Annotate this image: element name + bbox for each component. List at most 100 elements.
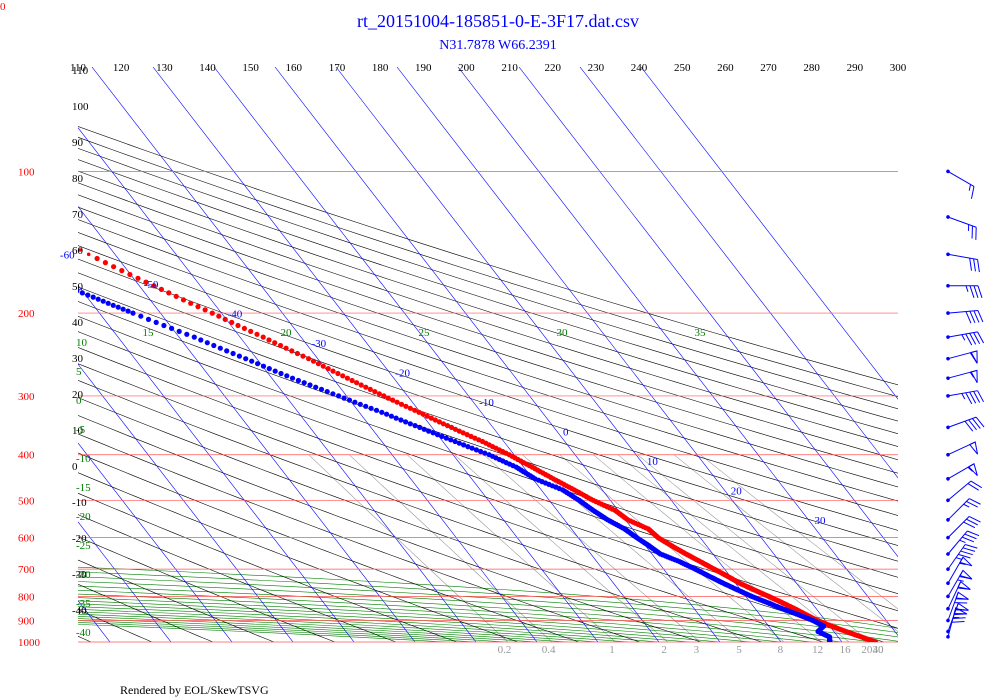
dewpoint-point [204, 340, 210, 346]
theta-label-260: 260 [717, 62, 734, 74]
mixing-ratio-label-8: 8 [778, 644, 784, 656]
theta-label-160: 160 [286, 62, 303, 74]
pressure-label-800: 800 [18, 591, 35, 603]
temperature-point [235, 322, 241, 329]
wind-barb-half [961, 393, 966, 400]
wind-barb-full [972, 418, 981, 429]
isotherm-line [91, 67, 538, 642]
temperature-point [277, 342, 284, 349]
temperature-point [119, 268, 125, 274]
dewpoint-point [100, 298, 106, 304]
temperature-point [428, 415, 434, 421]
dewpoint-point [125, 308, 131, 314]
wind-barb-full [969, 258, 973, 271]
wind-barb [946, 580, 971, 611]
moist-adiabat-label-35: 35 [695, 327, 707, 339]
moist-adiabat [0, 254, 629, 642]
temperature-point [460, 430, 466, 436]
isotherm-line [78, 284, 355, 642]
dewpoint-point [243, 356, 249, 362]
left-axis-label: -30 [72, 569, 87, 581]
moist-adiabat [0, 254, 568, 642]
dewpoint-point [434, 432, 441, 438]
dewpoint-point [482, 450, 488, 456]
wind-barbs [946, 169, 985, 639]
mixing-ratio-line [308, 454, 509, 642]
wind-barb-full [966, 518, 978, 526]
wind-barb-full [977, 310, 984, 323]
chart-subtitle: N31.7878 W66.2391 [439, 38, 557, 53]
dewpoint-point [278, 370, 284, 377]
wind-barb-half [957, 579, 964, 582]
pressure-label-100: 100 [18, 166, 35, 178]
temperature-point [222, 316, 228, 322]
wind-barb-half [968, 224, 970, 231]
mixing-ratio-label-40: 40 [873, 644, 885, 656]
dry-adiabat [78, 159, 898, 422]
dewpoint-point [421, 426, 427, 432]
temperature-point [335, 370, 341, 377]
wind-barb-pennant [967, 463, 978, 477]
dry-adiabat [78, 219, 898, 488]
theta-label-180: 180 [372, 62, 389, 74]
left-axis-label: 10 [72, 425, 84, 437]
wind-barb-half [969, 371, 975, 378]
temperature-point [320, 363, 326, 369]
temperature-point [363, 384, 369, 390]
dry-adiabat [78, 514, 396, 642]
wind-barb-full [975, 416, 985, 428]
temperature-point [358, 382, 364, 388]
dry-adiabat [78, 258, 898, 531]
dewpoint-point [224, 348, 230, 354]
temperature-point [340, 373, 346, 379]
wind-barb [946, 607, 967, 639]
left-axis-label: 100 [72, 101, 89, 113]
moist-adiabat-left-label: -10 [76, 453, 91, 465]
moist-adiabat [78, 571, 898, 633]
dewpoint-point [318, 386, 325, 392]
moist-adiabat-label-15: 15 [143, 327, 155, 339]
theta-label-140: 140 [199, 62, 216, 74]
isobars [78, 171, 898, 643]
dry-adiabat [78, 559, 274, 642]
dewpoint-point [145, 316, 152, 322]
wind-barb-pennant [970, 369, 978, 384]
dry-adiabat [78, 492, 457, 642]
dry-adiabat [78, 536, 335, 642]
dry-adiabat [78, 316, 898, 595]
isotherm-line [335, 67, 782, 642]
temperature-point [3, 209, 7, 213]
isotherm-line [274, 67, 721, 642]
dry-adiabat [78, 170, 898, 435]
moist-adiabat-left-label: 0 [76, 395, 82, 407]
wind-barb [946, 283, 983, 298]
wind-barb-staff [947, 216, 977, 228]
wind-barb-full [959, 575, 972, 580]
dewpoint-point [115, 304, 121, 310]
wind-barb [946, 591, 969, 623]
dewpoint-point [42, 276, 47, 281]
dewpoint-point [110, 302, 116, 308]
dewpoint-point [430, 430, 436, 436]
mixing-ratio-label-30: 30 [873, 644, 885, 656]
wind-barb-pennant [959, 556, 973, 567]
pressure-label-700: 700 [18, 564, 35, 576]
wind-barb [946, 544, 978, 571]
dry-adiabat [78, 206, 898, 474]
dewpoint-point [341, 395, 347, 401]
dry-adiabat [78, 194, 898, 461]
wind-barb-full [969, 333, 977, 345]
dewpoint-point [346, 397, 353, 403]
left-axis-label: 70 [72, 209, 84, 221]
dewpoint-point [184, 331, 190, 337]
temperature-point [300, 353, 306, 359]
moist-adiabat [0, 254, 781, 642]
left-axis-label: 50 [72, 281, 84, 293]
moist-adiabat-left-label: -5 [76, 424, 86, 436]
theta-label-110: 110 [70, 62, 87, 74]
wind-barb [946, 350, 978, 364]
temperature-point [209, 310, 215, 316]
dewpoint-point [357, 401, 363, 407]
wind-barb-full [973, 310, 980, 323]
